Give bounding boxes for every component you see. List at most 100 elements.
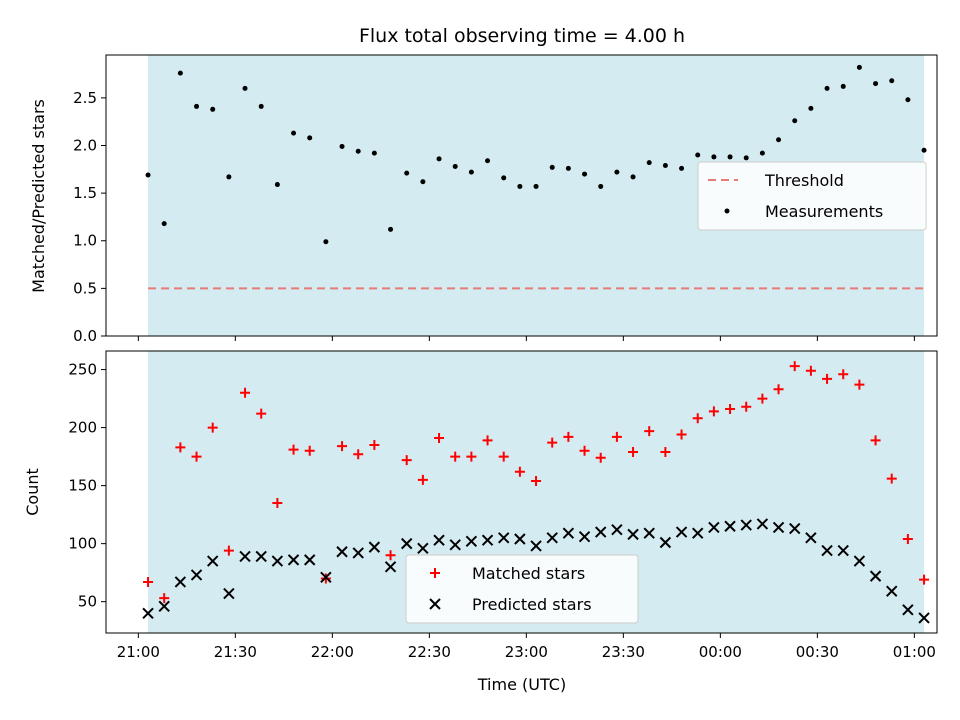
measurement-point: [371, 150, 377, 156]
count-x-tick-label: 00:00: [699, 643, 742, 661]
count-x-tick-label: 21:00: [117, 643, 160, 661]
matched-star-point: [902, 534, 913, 544]
matched-star-point: [385, 550, 396, 561]
ratio-y-axis-label: Matched/Predicted stars: [29, 99, 48, 293]
predicted-star-point: [320, 571, 332, 584]
measurement-point: [905, 97, 911, 103]
matched-star-point: [466, 451, 477, 462]
predicted-star-point: [449, 539, 461, 551]
predicted-star-point: [740, 519, 752, 531]
count-x-axis-ticks: 21:00 21:30 22:00 22:30 23:00 23:30 00:00 00:30…: [117, 633, 936, 661]
legend-measurements-swatch: [724, 208, 730, 214]
legend-matched-swatch: [430, 568, 440, 578]
predicted-star-point: [675, 526, 688, 538]
predicted-star-point: [789, 522, 801, 535]
legend-matched-label: Matched stars: [472, 564, 585, 583]
measurement-point: [743, 155, 749, 161]
measurement-point: [242, 85, 248, 91]
matched-star-point: [450, 451, 461, 462]
predicted-star-point: [190, 569, 203, 581]
measurement-point: [759, 150, 765, 156]
matched-star-point: [886, 473, 897, 484]
measurement-point: [630, 174, 636, 180]
predicted-star-point: [562, 527, 575, 539]
ratio-x-axis-ticks: [137, 336, 915, 341]
measurement-point: [355, 148, 361, 154]
matched-star-point: [547, 437, 558, 448]
ratio-y-tick-label: 1.5: [73, 184, 97, 202]
measurement-point: [533, 183, 539, 189]
predicted-star-point: [627, 528, 639, 541]
predicted-star-point: [837, 544, 849, 557]
measurement-point: [662, 162, 668, 168]
matched-star-point: [725, 404, 736, 415]
predicted-star-point: [805, 532, 817, 544]
matched-star-point: [789, 361, 800, 372]
ratio-y-tick-label: 2.0: [73, 136, 97, 154]
count-y-tick-label: 150: [68, 477, 97, 495]
ratio-y-tick-label: 1.0: [73, 232, 97, 250]
legend-predicted-swatch: [429, 598, 441, 610]
measurement-point: [161, 221, 167, 227]
matched-star-point: [676, 429, 687, 440]
predicted-star-point: [352, 547, 364, 559]
matched-star-point: [611, 431, 622, 442]
ratio-y-tick-label: 0.0: [73, 327, 97, 345]
predicted-star-point: [223, 587, 235, 600]
count-x-tick-label: 23:30: [602, 643, 645, 661]
matched-star-point: [838, 369, 849, 380]
matched-star-point: [579, 445, 590, 456]
count-y-tick-label: 250: [68, 361, 97, 379]
predicted-star-point: [821, 544, 833, 557]
matched-star-point: [369, 440, 380, 450]
matched-star-point: [563, 431, 574, 442]
count-y-axis-ticks: 50 100 150 200 250: [68, 361, 106, 611]
measurement-point: [210, 106, 216, 112]
matched-star-point: [256, 408, 267, 419]
measurement-point: [921, 147, 927, 153]
predicted-star-point: [772, 521, 785, 534]
predicted-star-point: [578, 530, 591, 543]
matched-star-point: [223, 545, 234, 556]
matched-star-point: [191, 451, 202, 462]
measurement-point: [711, 154, 717, 160]
matched-star-point: [628, 446, 639, 457]
matched-star-point: [708, 406, 719, 417]
matched-star-point: [143, 576, 154, 587]
predicted-star-point: [595, 526, 607, 538]
matched-star-point: [207, 422, 218, 433]
measurement-point: [468, 169, 474, 175]
predicted-star-point: [239, 550, 251, 563]
matched-stars-points: [143, 361, 930, 604]
predicted-star-point: [287, 554, 300, 566]
count-x-tick-label: 22:30: [408, 643, 451, 661]
legend-threshold-label: Threshold: [764, 171, 844, 190]
predicted-star-point: [708, 521, 720, 534]
matched-star-point: [692, 413, 703, 424]
measurement-point: [614, 169, 620, 175]
predicted-stars-points: [142, 518, 930, 624]
legend-predicted-marker: [429, 598, 441, 610]
predicted-star-point: [886, 585, 898, 597]
ratio-y-tick-label: 0.5: [73, 279, 97, 297]
measurement-point: [840, 83, 846, 89]
ratio-panel-frame: [105, 54, 938, 337]
measurement-point: [145, 172, 151, 178]
chart-title: Flux total observing time = 4.00 h: [359, 25, 685, 47]
measurement-point: [727, 154, 733, 160]
count-legend: Matched stars Predicted stars: [405, 554, 639, 624]
ratio-panel: 0.0 0.5 1.0 1.5 2.0 2.5 Matched/Predicted sta…: [29, 54, 938, 345]
count-y-tick-label: 100: [68, 535, 97, 553]
predicted-star-point: [174, 576, 187, 588]
measurement-point: [517, 183, 523, 189]
count-x-tick-label: 00:30: [796, 643, 839, 661]
count-panel: 50 100 150 200 250 21:00 21:30 22:00 22:30 23:00…: [23, 350, 938, 694]
measurement-point: [776, 137, 782, 143]
measurement-point: [646, 160, 652, 166]
predicted-star-point: [481, 534, 494, 546]
matched-star-point: [741, 401, 752, 412]
predicted-star-point: [384, 561, 397, 573]
matched-star-point: [773, 384, 784, 395]
matched-star-point: [175, 442, 186, 453]
